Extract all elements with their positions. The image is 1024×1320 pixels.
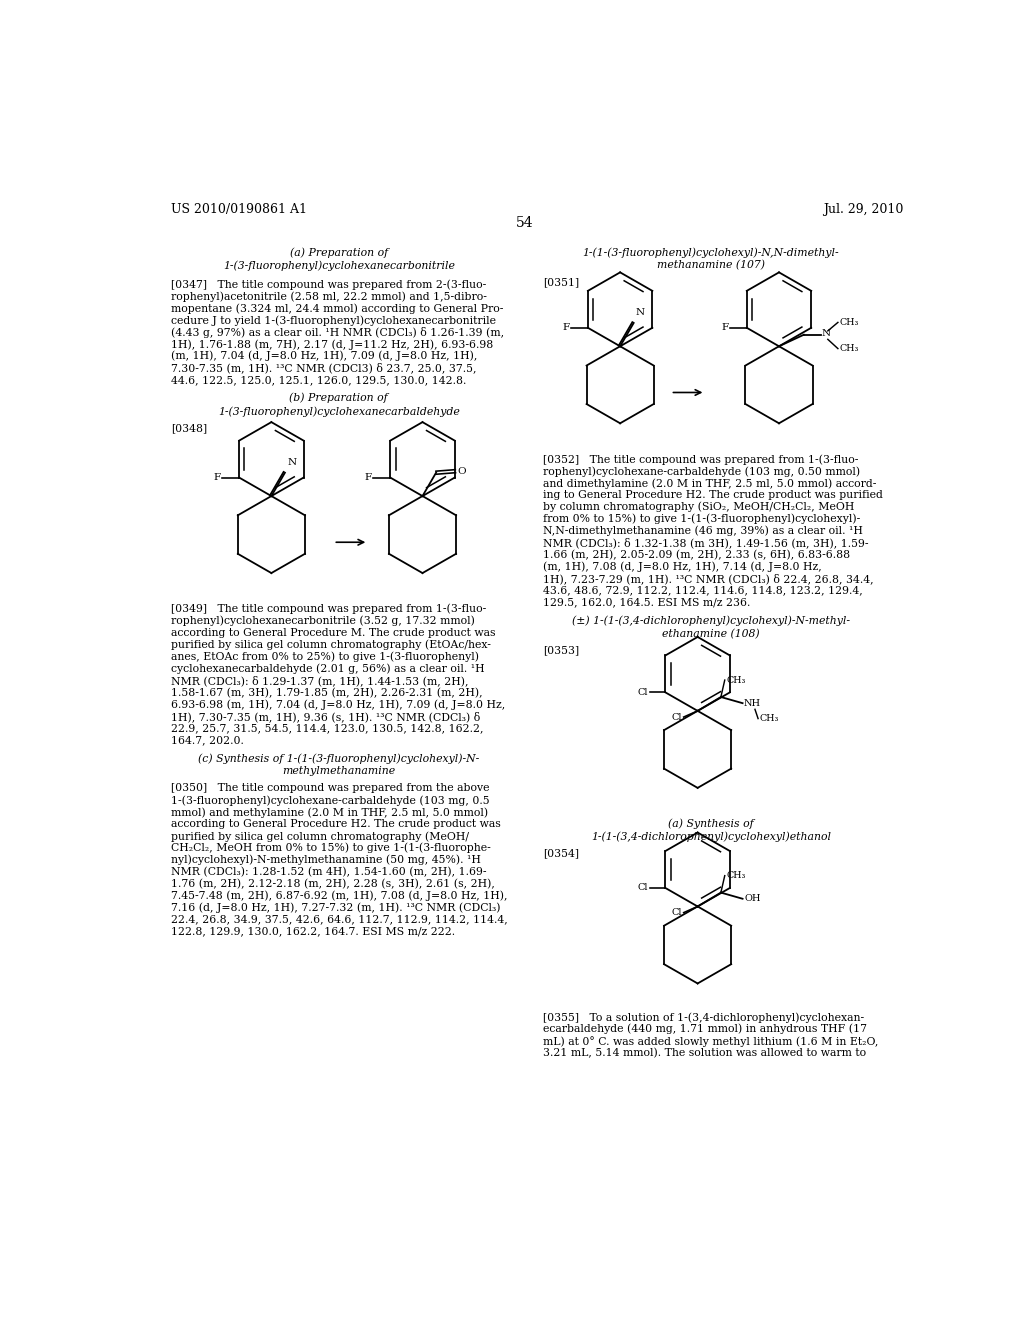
Text: N: N xyxy=(821,330,830,338)
Text: rophenyl)cyclohexane-carbaldehyde (103 mg, 0.50 mmol): rophenyl)cyclohexane-carbaldehyde (103 m… xyxy=(543,466,860,477)
Text: CH₂Cl₂, MeOH from 0% to 15%) to give 1-(1-(3-fluorophe-: CH₂Cl₂, MeOH from 0% to 15%) to give 1-(… xyxy=(171,843,490,854)
Text: F: F xyxy=(721,323,728,333)
Text: Cl: Cl xyxy=(672,908,682,917)
Text: purified by silica gel column chromatography (MeOH/: purified by silica gel column chromatogr… xyxy=(171,832,469,842)
Text: N,N-dimethylmethanamine (46 mg, 39%) as a clear oil. ¹H: N,N-dimethylmethanamine (46 mg, 39%) as … xyxy=(543,525,862,536)
Text: NH: NH xyxy=(743,698,761,708)
Text: (c) Synthesis of 1-(1-(3-fluorophenyl)cyclohexyl)-N-: (c) Synthesis of 1-(1-(3-fluorophenyl)cy… xyxy=(199,754,479,764)
Text: ethanamine (108): ethanamine (108) xyxy=(662,628,760,639)
Text: according to General Procedure M. The crude product was: according to General Procedure M. The cr… xyxy=(171,628,496,638)
Text: 54: 54 xyxy=(516,216,534,230)
Text: 1-(3-fluorophenyl)cyclohexanecarbonitrile: 1-(3-fluorophenyl)cyclohexanecarbonitril… xyxy=(223,260,455,271)
Text: F: F xyxy=(562,323,569,333)
Text: [0352]   The title compound was prepared from 1-(3-fluo-: [0352] The title compound was prepared f… xyxy=(543,454,858,465)
Text: methylmethanamine: methylmethanamine xyxy=(283,767,395,776)
Text: 1H), 7.23-7.29 (m, 1H). ¹³C NMR (CDCl₃) δ 22.4, 26.8, 34.4,: 1H), 7.23-7.29 (m, 1H). ¹³C NMR (CDCl₃) … xyxy=(543,573,873,585)
Text: 22.9, 25.7, 31.5, 54.5, 114.4, 123.0, 130.5, 142.8, 162.2,: 22.9, 25.7, 31.5, 54.5, 114.4, 123.0, 13… xyxy=(171,723,483,733)
Text: (4.43 g, 97%) as a clear oil. ¹H NMR (CDCl₃) δ 1.26-1.39 (m,: (4.43 g, 97%) as a clear oil. ¹H NMR (CD… xyxy=(171,327,504,338)
Text: anes, EtOAc from 0% to 25%) to give 1-(3-fluorophenyl): anes, EtOAc from 0% to 25%) to give 1-(3… xyxy=(171,652,478,663)
Text: [0349]   The title compound was prepared from 1-(3-fluo-: [0349] The title compound was prepared f… xyxy=(171,603,485,614)
Text: O: O xyxy=(457,467,466,475)
Text: 22.4, 26.8, 34.9, 37.5, 42.6, 64.6, 112.7, 112.9, 114.2, 114.4,: 22.4, 26.8, 34.9, 37.5, 42.6, 64.6, 112.… xyxy=(171,915,507,924)
Text: Cl: Cl xyxy=(638,688,648,697)
Text: ing to General Procedure H2. The crude product was purified: ing to General Procedure H2. The crude p… xyxy=(543,490,883,500)
Text: 1.76 (m, 2H), 2.12-2.18 (m, 2H), 2.28 (s, 3H), 2.61 (s, 2H),: 1.76 (m, 2H), 2.12-2.18 (m, 2H), 2.28 (s… xyxy=(171,879,495,890)
Text: 129.5, 162.0, 164.5. ESI MS m/z 236.: 129.5, 162.0, 164.5. ESI MS m/z 236. xyxy=(543,597,750,607)
Text: (a) Synthesis of: (a) Synthesis of xyxy=(668,818,754,829)
Text: and dimethylamine (2.0 M in THF, 2.5 ml, 5.0 mmol) accord-: and dimethylamine (2.0 M in THF, 2.5 ml,… xyxy=(543,478,876,488)
Text: CH₃: CH₃ xyxy=(840,345,859,352)
Text: NMR (CDCl₃): 1.28-1.52 (m 4H), 1.54-1.60 (m, 2H), 1.69-: NMR (CDCl₃): 1.28-1.52 (m 4H), 1.54-1.60… xyxy=(171,867,486,878)
Text: mL) at 0° C. was added slowly methyl lithium (1.6 M in Et₂O,: mL) at 0° C. was added slowly methyl lit… xyxy=(543,1036,878,1047)
Text: mopentane (3.324 ml, 24.4 mmol) according to General Pro-: mopentane (3.324 ml, 24.4 mmol) accordin… xyxy=(171,304,503,314)
Text: (m, 1H), 7.04 (d, J=8.0 Hz, 1H), 7.09 (d, J=8.0 Hz, 1H),: (m, 1H), 7.04 (d, J=8.0 Hz, 1H), 7.09 (d… xyxy=(171,351,477,362)
Text: 43.6, 48.6, 72.9, 112.2, 112.4, 114.6, 114.8, 123.2, 129.4,: 43.6, 48.6, 72.9, 112.2, 112.4, 114.6, 1… xyxy=(543,585,862,595)
Text: mmol) and methylamine (2.0 M in THF, 2.5 ml, 5.0 mmol): mmol) and methylamine (2.0 M in THF, 2.5… xyxy=(171,807,487,817)
Text: CH₃: CH₃ xyxy=(840,318,859,327)
Text: cedure J to yield 1-(3-fluorophenyl)cyclohexanecarbonitrile: cedure J to yield 1-(3-fluorophenyl)cycl… xyxy=(171,315,496,326)
Text: [0350]   The title compound was prepared from the above: [0350] The title compound was prepared f… xyxy=(171,783,489,793)
Text: [0354]: [0354] xyxy=(543,849,579,859)
Text: ecarbaldehyde (440 mg, 1.71 mmol) in anhydrous THF (17: ecarbaldehyde (440 mg, 1.71 mmol) in anh… xyxy=(543,1024,866,1035)
Text: nyl)cyclohexyl)-N-methylmethanamine (50 mg, 45%). ¹H: nyl)cyclohexyl)-N-methylmethanamine (50 … xyxy=(171,855,480,866)
Text: 1.58-1.67 (m, 3H), 1.79-1.85 (m, 2H), 2.26-2.31 (m, 2H),: 1.58-1.67 (m, 3H), 1.79-1.85 (m, 2H), 2.… xyxy=(171,688,482,698)
Text: CH₃: CH₃ xyxy=(726,676,745,685)
Text: 1-(3-fluorophenyl)cyclohexane-carbaldehyde (103 mg, 0.5: 1-(3-fluorophenyl)cyclohexane-carbaldehy… xyxy=(171,795,489,805)
Text: F: F xyxy=(213,473,220,482)
Text: OH: OH xyxy=(744,894,761,903)
Text: methanamine (107): methanamine (107) xyxy=(656,260,765,271)
Text: F: F xyxy=(365,473,372,482)
Text: [0351]: [0351] xyxy=(543,277,579,286)
Text: 7.16 (d, J=8.0 Hz, 1H), 7.27-7.32 (m, 1H). ¹³C NMR (CDCl₃): 7.16 (d, J=8.0 Hz, 1H), 7.27-7.32 (m, 1H… xyxy=(171,903,500,913)
Text: 3.21 mL, 5.14 mmol). The solution was allowed to warm to: 3.21 mL, 5.14 mmol). The solution was al… xyxy=(543,1048,865,1059)
Text: (b) Preparation of: (b) Preparation of xyxy=(290,393,388,404)
Text: N: N xyxy=(636,308,645,317)
Text: Cl: Cl xyxy=(672,713,682,722)
Text: CH₃: CH₃ xyxy=(760,714,779,723)
Text: purified by silica gel column chromatography (EtOAc/hex-: purified by silica gel column chromatogr… xyxy=(171,640,490,651)
Text: by column chromatography (SiO₂, MeOH/CH₂Cl₂, MeOH: by column chromatography (SiO₂, MeOH/CH₂… xyxy=(543,502,854,512)
Text: 1-(1-(3,4-dichlorophenyl)cyclohexyl)ethanol: 1-(1-(3,4-dichlorophenyl)cyclohexyl)etha… xyxy=(591,832,830,842)
Text: rophenyl)cyclohexanecarbonitrile (3.52 g, 17.32 mmol): rophenyl)cyclohexanecarbonitrile (3.52 g… xyxy=(171,615,474,627)
Text: 1-(3-fluorophenyl)cyclohexanecarbaldehyde: 1-(3-fluorophenyl)cyclohexanecarbaldehyd… xyxy=(218,407,460,417)
Text: [0347]   The title compound was prepared from 2-(3-fluo-: [0347] The title compound was prepared f… xyxy=(171,280,485,290)
Text: N: N xyxy=(288,458,296,466)
Text: 44.6, 122.5, 125.0, 125.1, 126.0, 129.5, 130.0, 142.8.: 44.6, 122.5, 125.0, 125.1, 126.0, 129.5,… xyxy=(171,375,466,384)
Text: rophenyl)acetonitrile (2.58 ml, 22.2 mmol) and 1,5-dibro-: rophenyl)acetonitrile (2.58 ml, 22.2 mmo… xyxy=(171,292,486,302)
Text: (m, 1H), 7.08 (d, J=8.0 Hz, 1H), 7.14 (d, J=8.0 Hz,: (m, 1H), 7.08 (d, J=8.0 Hz, 1H), 7.14 (d… xyxy=(543,561,821,572)
Text: Cl: Cl xyxy=(638,883,648,892)
Text: 122.8, 129.9, 130.0, 162.2, 164.7. ESI MS m/z 222.: 122.8, 129.9, 130.0, 162.2, 164.7. ESI M… xyxy=(171,927,455,936)
Text: (±) 1-(1-(3,4-dichlorophenyl)cyclohexyl)-N-methyl-: (±) 1-(1-(3,4-dichlorophenyl)cyclohexyl)… xyxy=(571,615,850,626)
Text: Jul. 29, 2010: Jul. 29, 2010 xyxy=(822,203,903,216)
Text: (a) Preparation of: (a) Preparation of xyxy=(290,247,388,257)
Text: from 0% to 15%) to give 1-(1-(3-fluorophenyl)cyclohexyl)-: from 0% to 15%) to give 1-(1-(3-fluoroph… xyxy=(543,513,860,524)
Text: CH₃: CH₃ xyxy=(726,871,745,880)
Text: 1.66 (m, 2H), 2.05-2.09 (m, 2H), 2.33 (s, 6H), 6.83-6.88: 1.66 (m, 2H), 2.05-2.09 (m, 2H), 2.33 (s… xyxy=(543,549,850,560)
Text: 7.45-7.48 (m, 2H), 6.87-6.92 (m, 1H), 7.08 (d, J=8.0 Hz, 1H),: 7.45-7.48 (m, 2H), 6.87-6.92 (m, 1H), 7.… xyxy=(171,891,507,902)
Text: 1H), 7.30-7.35 (m, 1H), 9.36 (s, 1H). ¹³C NMR (CDCl₃) δ: 1H), 7.30-7.35 (m, 1H), 9.36 (s, 1H). ¹³… xyxy=(171,711,480,722)
Text: [0355]   To a solution of 1-(3,4-dichlorophenyl)cyclohexan-: [0355] To a solution of 1-(3,4-dichlorop… xyxy=(543,1012,864,1023)
Text: 7.30-7.35 (m, 1H). ¹³C NMR (CDCl3) δ 23.7, 25.0, 37.5,: 7.30-7.35 (m, 1H). ¹³C NMR (CDCl3) δ 23.… xyxy=(171,363,476,374)
Text: 1-(1-(3-fluorophenyl)cyclohexyl)-N,N-dimethyl-: 1-(1-(3-fluorophenyl)cyclohexyl)-N,N-dim… xyxy=(583,247,839,257)
Text: [0353]: [0353] xyxy=(543,645,579,656)
Text: 164.7, 202.0.: 164.7, 202.0. xyxy=(171,735,244,744)
Text: 1H), 1.76-1.88 (m, 7H), 2.17 (d, J=11.2 Hz, 2H), 6.93-6.98: 1H), 1.76-1.88 (m, 7H), 2.17 (d, J=11.2 … xyxy=(171,339,493,350)
Text: US 2010/0190861 A1: US 2010/0190861 A1 xyxy=(171,203,306,216)
Text: NMR (CDCl₃): δ 1.29-1.37 (m, 1H), 1.44-1.53 (m, 2H),: NMR (CDCl₃): δ 1.29-1.37 (m, 1H), 1.44-1… xyxy=(171,676,468,686)
Text: according to General Procedure H2. The crude product was: according to General Procedure H2. The c… xyxy=(171,818,501,829)
Text: NMR (CDCl₃): δ 1.32-1.38 (m 3H), 1.49-1.56 (m, 3H), 1.59-: NMR (CDCl₃): δ 1.32-1.38 (m 3H), 1.49-1.… xyxy=(543,537,868,548)
Text: [0348]: [0348] xyxy=(171,422,207,433)
Text: cyclohexanecarbaldehyde (2.01 g, 56%) as a clear oil. ¹H: cyclohexanecarbaldehyde (2.01 g, 56%) as… xyxy=(171,664,484,675)
Text: 6.93-6.98 (m, 1H), 7.04 (d, J=8.0 Hz, 1H), 7.09 (d, J=8.0 Hz,: 6.93-6.98 (m, 1H), 7.04 (d, J=8.0 Hz, 1H… xyxy=(171,700,505,710)
